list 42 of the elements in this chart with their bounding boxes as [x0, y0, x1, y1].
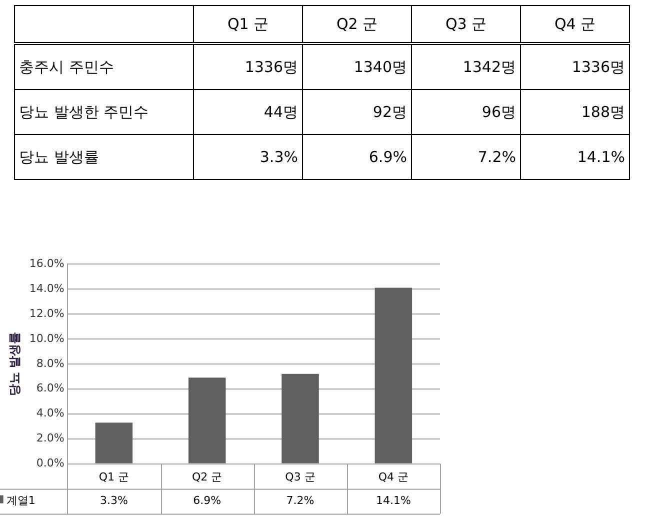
legend-label: 계열1 — [6, 494, 36, 508]
text: 1336명 — [572, 58, 625, 76]
category-label: 당뇨 발생한 주민수 — [19, 102, 149, 120]
y-tick-label: 14.0% — [29, 282, 64, 295]
data-label: 7.2% — [286, 494, 314, 508]
bar — [95, 422, 133, 464]
y-tick-label: 8.0% — [36, 356, 64, 370]
bar — [188, 378, 226, 464]
text: 3.3% — [260, 148, 298, 166]
y-tick-label: 16.0% — [29, 256, 64, 270]
text: 1342명 — [462, 58, 516, 76]
text: 188명 — [581, 102, 625, 120]
category-label: Q1 군 — [194, 6, 302, 44]
y-tick-label: 0.0% — [36, 456, 64, 470]
text: 7.2% — [478, 148, 516, 166]
x-tick-label: Q2 군 — [192, 470, 222, 484]
x-tick-label: Q1 군 — [98, 470, 130, 484]
text: 1340명 — [354, 58, 407, 76]
text: 92명 — [372, 102, 407, 120]
category-label: Q3 군 — [412, 6, 520, 44]
data-label: 6.9% — [193, 494, 222, 508]
y-tick-label: 12.0% — [29, 306, 64, 320]
x-tick-label: Q4 군 — [378, 470, 408, 484]
bar — [282, 374, 319, 464]
category-label: 당뇨 발생률 — [19, 148, 99, 166]
text: 96명 — [482, 102, 516, 120]
x-tick-label: Q3 군 — [285, 470, 316, 484]
y-tick-label: 6.0% — [36, 382, 64, 395]
text: 1336명 — [244, 58, 298, 76]
y-tick-label: 2.0% — [36, 432, 64, 445]
bar — [374, 288, 412, 464]
y-tick-label: 4.0% — [36, 406, 64, 420]
text: 14.1% — [577, 148, 625, 166]
y-tick-label: 10.0% — [29, 332, 64, 345]
category-label: Q2 군 — [302, 6, 412, 44]
data-label: 3.3% — [100, 494, 128, 508]
text: 6.9% — [368, 148, 407, 166]
text: 44명 — [264, 102, 298, 120]
data-label: 14.1% — [376, 494, 411, 508]
category-label: Q4 군 — [520, 6, 630, 44]
y-axis-title: 당뇨 발생률 — [7, 332, 22, 396]
category-label: 충주시 주민수 — [19, 58, 114, 76]
